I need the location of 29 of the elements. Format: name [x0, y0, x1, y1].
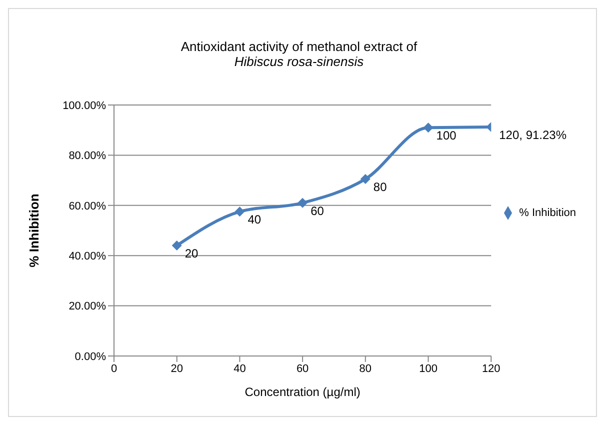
y-axis-title: % Inhibition [26, 194, 42, 268]
x-axis-title: Concentration (µg/ml) [244, 385, 360, 399]
x-tick-label: 0 [110, 362, 118, 375]
chart-subtitle: Hibiscus rosa-sinensis [233, 54, 365, 69]
annotation: 40 [248, 212, 262, 227]
y-tick-label: 60.00% [68, 200, 106, 212]
point [298, 198, 308, 208]
y-tick-label: 0.00% [74, 350, 106, 363]
point [172, 240, 182, 251]
x-tick-label: 60 [296, 362, 309, 375]
annotation: 120, 91.23% [499, 128, 567, 142]
chart-title: Antioxidant activity of methanol extract of [180, 39, 418, 54]
annotation: 20 [184, 246, 199, 261]
x-tick-label: 40 [234, 362, 246, 375]
x-tick-label: 120 [482, 362, 500, 375]
y-tick-label: 80.00% [68, 150, 106, 162]
y-tick-label: 40.00% [68, 250, 106, 263]
x-tick-label: 20 [170, 362, 183, 375]
annotation: 80 [373, 180, 388, 194]
point [423, 122, 434, 133]
annotation: 60 [310, 204, 324, 218]
x-tick-label: 100 [419, 362, 438, 375]
legend-label: % Inhibition [519, 206, 576, 218]
y-tick-label: 100.00% [62, 100, 106, 112]
y-tick-label: 20.00% [68, 300, 106, 313]
point [360, 174, 370, 184]
point [234, 206, 245, 217]
x-tick-label: 80 [359, 362, 372, 375]
annotation: 100 [436, 128, 457, 143]
